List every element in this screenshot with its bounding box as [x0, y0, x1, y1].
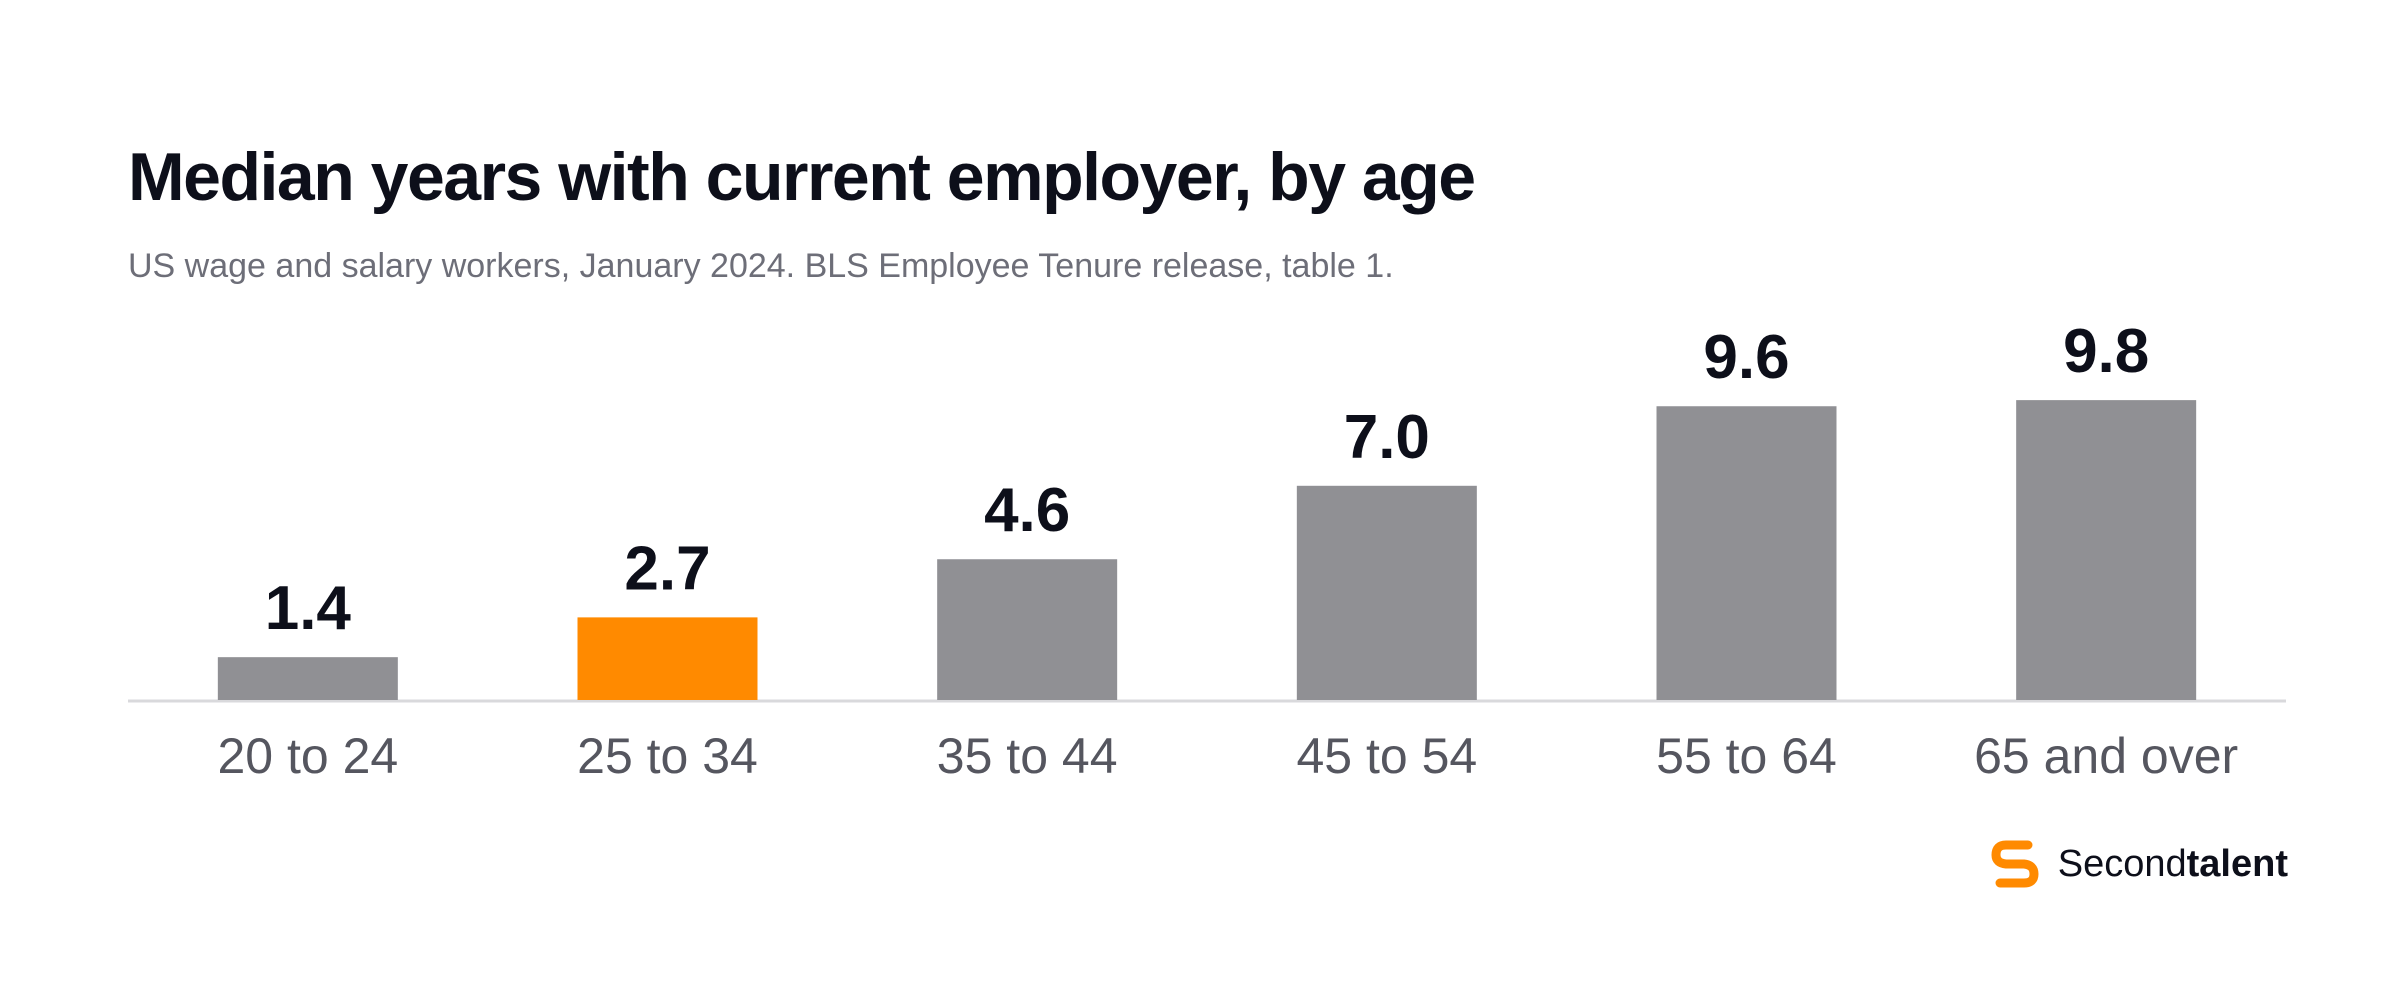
- bar-value-label: 2.7: [624, 534, 710, 603]
- bar-value-label: 4.6: [984, 476, 1070, 545]
- chart-title: Median years with current employer, by a…: [128, 139, 1476, 215]
- x-tick-label: 45 to 54: [1296, 728, 1477, 784]
- secondtalent-s-logo-icon: [1991, 840, 2039, 888]
- bar-55-to-64: [1656, 406, 1837, 700]
- brand-name-part1: Second: [2057, 842, 2187, 885]
- x-tick-label: 65 and over: [1974, 728, 2238, 784]
- brand-name-part2: talent: [2186, 842, 2288, 885]
- bar-20-to-24: [217, 657, 398, 700]
- brand-name: Secondtalent: [2058, 843, 2288, 886]
- bar-25-to-34: [577, 617, 758, 700]
- bar-65-and-over: [2016, 400, 2197, 700]
- bar-value-label: 9.6: [1703, 323, 1789, 392]
- x-tick-label: 20 to 24: [217, 728, 398, 784]
- chart-subtitle: US wage and salary workers, January 2024…: [128, 247, 1394, 285]
- bar-45-to-54: [1296, 485, 1477, 700]
- x-tick-label: 35 to 44: [937, 728, 1118, 784]
- bar-value-label: 7.0: [1344, 403, 1430, 472]
- x-tick-label: 25 to 34: [577, 728, 758, 784]
- bar-value-label: 9.8: [2063, 317, 2149, 386]
- x-tick-label: 55 to 64: [1656, 728, 1837, 784]
- bar-35-to-44: [937, 559, 1118, 700]
- bar-value-label: 1.4: [265, 574, 352, 643]
- brand-logo: Secondtalent: [1988, 832, 2288, 896]
